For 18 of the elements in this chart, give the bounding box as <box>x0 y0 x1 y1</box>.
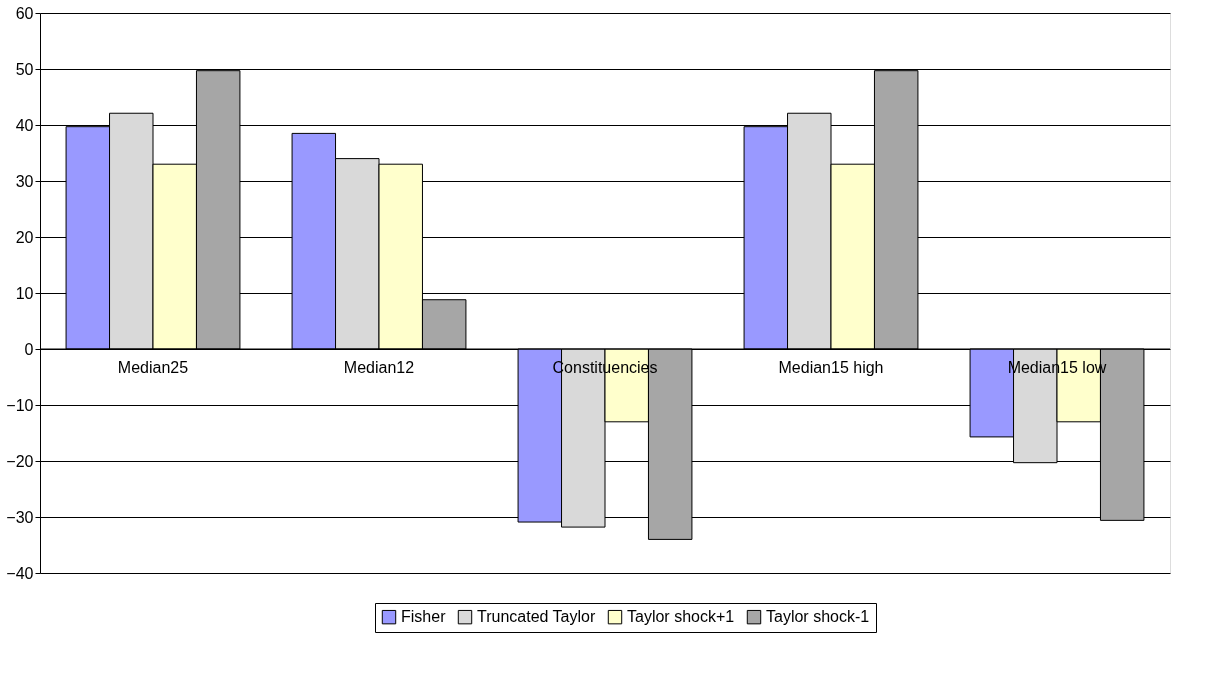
x-tick-label: Median15 high <box>778 358 884 376</box>
y-tick-label: −10 <box>6 396 34 414</box>
y-tick-label: −30 <box>6 508 34 526</box>
legend-label: Taylor shock-1 <box>766 608 870 626</box>
x-tick-label: Median12 <box>343 358 415 376</box>
legend-label: Fisher <box>401 608 447 626</box>
y-tick-label: 20 <box>15 228 34 246</box>
y-tick-label: 60 <box>15 4 34 22</box>
y-tick-label: 10 <box>15 284 34 302</box>
x-tick-label: Median25 <box>117 358 189 376</box>
y-tick-label: −40 <box>6 564 34 582</box>
y-tick-label: −20 <box>6 452 34 470</box>
y-tick-label: 50 <box>15 60 34 78</box>
y-tick-label: 40 <box>15 116 34 134</box>
y-tick-label: 30 <box>15 172 34 190</box>
legend-label: Taylor shock+1 <box>627 608 735 626</box>
y-tick-label: 0 <box>24 340 34 358</box>
legend-label: Truncated Taylor <box>477 608 596 626</box>
